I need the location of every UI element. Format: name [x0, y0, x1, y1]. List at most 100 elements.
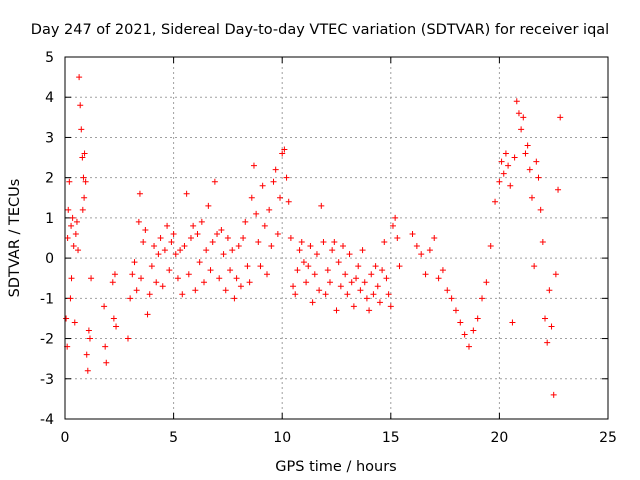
data-point [322, 291, 329, 298]
data-point [68, 275, 75, 282]
y-tick-label: -2 [40, 332, 54, 348]
data-point [166, 267, 173, 274]
data-point [224, 235, 231, 241]
data-point [86, 335, 93, 342]
data-point [383, 275, 390, 282]
data-point [240, 235, 247, 241]
data-point [465, 343, 472, 350]
data-point [509, 319, 516, 326]
data-point [82, 178, 89, 185]
data-point [522, 150, 529, 157]
data-point [144, 311, 151, 318]
data-point [381, 239, 388, 246]
data-point [257, 263, 264, 270]
data-point [161, 247, 168, 254]
data-point [320, 239, 327, 246]
data-point [216, 275, 223, 282]
data-point [542, 315, 549, 322]
data-point [218, 226, 225, 233]
data-point [274, 230, 281, 237]
data-point [285, 198, 292, 205]
data-point [528, 194, 535, 201]
data-point [231, 295, 238, 302]
data-point [88, 275, 95, 282]
data-point [151, 243, 158, 250]
data-point [394, 235, 401, 241]
data-point [376, 299, 383, 306]
data-point [337, 283, 344, 290]
data-point [396, 263, 403, 270]
data-point [140, 239, 147, 246]
data-point [342, 271, 349, 278]
data-point [185, 271, 192, 278]
data-point [461, 331, 468, 338]
data-point [85, 327, 92, 334]
data-point [311, 271, 318, 278]
data-point [272, 166, 279, 173]
data-point [296, 247, 303, 254]
data-point [237, 283, 244, 290]
data-point [435, 275, 442, 282]
data-point [374, 283, 381, 290]
data-point [329, 247, 336, 254]
data-point [65, 206, 72, 213]
data-point [78, 126, 85, 133]
data-point [102, 343, 109, 350]
data-point [127, 295, 134, 302]
data-point [303, 279, 310, 286]
data-point [259, 182, 266, 189]
y-tick-label: 5 [45, 50, 54, 66]
data-point [138, 275, 145, 282]
data-point [110, 315, 117, 322]
data-point [316, 287, 323, 294]
data-point [253, 210, 260, 217]
data-point [387, 303, 394, 310]
data-point [335, 259, 342, 266]
data-point [426, 247, 433, 254]
data-point [372, 263, 379, 270]
data-point [389, 222, 396, 229]
data-point [67, 295, 74, 302]
data-point [533, 158, 540, 165]
data-point [348, 279, 355, 286]
data-point [203, 247, 210, 254]
data-point [370, 291, 377, 298]
data-point [524, 142, 531, 149]
data-point [174, 275, 181, 282]
data-point [133, 287, 140, 294]
data-point [520, 114, 527, 121]
data-point [172, 251, 179, 258]
data-point [307, 243, 314, 250]
data-point [135, 218, 142, 225]
data-point [192, 287, 199, 294]
data-point [170, 230, 177, 237]
data-point [277, 194, 284, 201]
data-point [350, 303, 357, 310]
y-tick-label: 1 [45, 211, 54, 227]
data-point [385, 291, 392, 298]
data-point [531, 263, 538, 270]
y-tick-label: -1 [40, 291, 54, 307]
data-point [113, 323, 120, 330]
data-point [220, 251, 227, 258]
data-point [181, 243, 188, 250]
data-point [281, 146, 288, 153]
data-point [318, 202, 325, 209]
data-point [157, 235, 164, 241]
data-point [80, 174, 87, 181]
data-point [361, 279, 368, 286]
data-point [183, 190, 190, 197]
x-tick-label: 5 [169, 430, 178, 446]
data-point [292, 291, 299, 298]
data-point [205, 202, 212, 209]
data-point [546, 287, 553, 294]
data-point [209, 239, 216, 246]
data-point [535, 174, 542, 181]
data-point [294, 267, 301, 274]
data-point [340, 243, 347, 250]
data-point [153, 279, 160, 286]
data-point [229, 247, 236, 254]
x-tick-label: 10 [273, 430, 291, 446]
data-point [448, 295, 455, 302]
